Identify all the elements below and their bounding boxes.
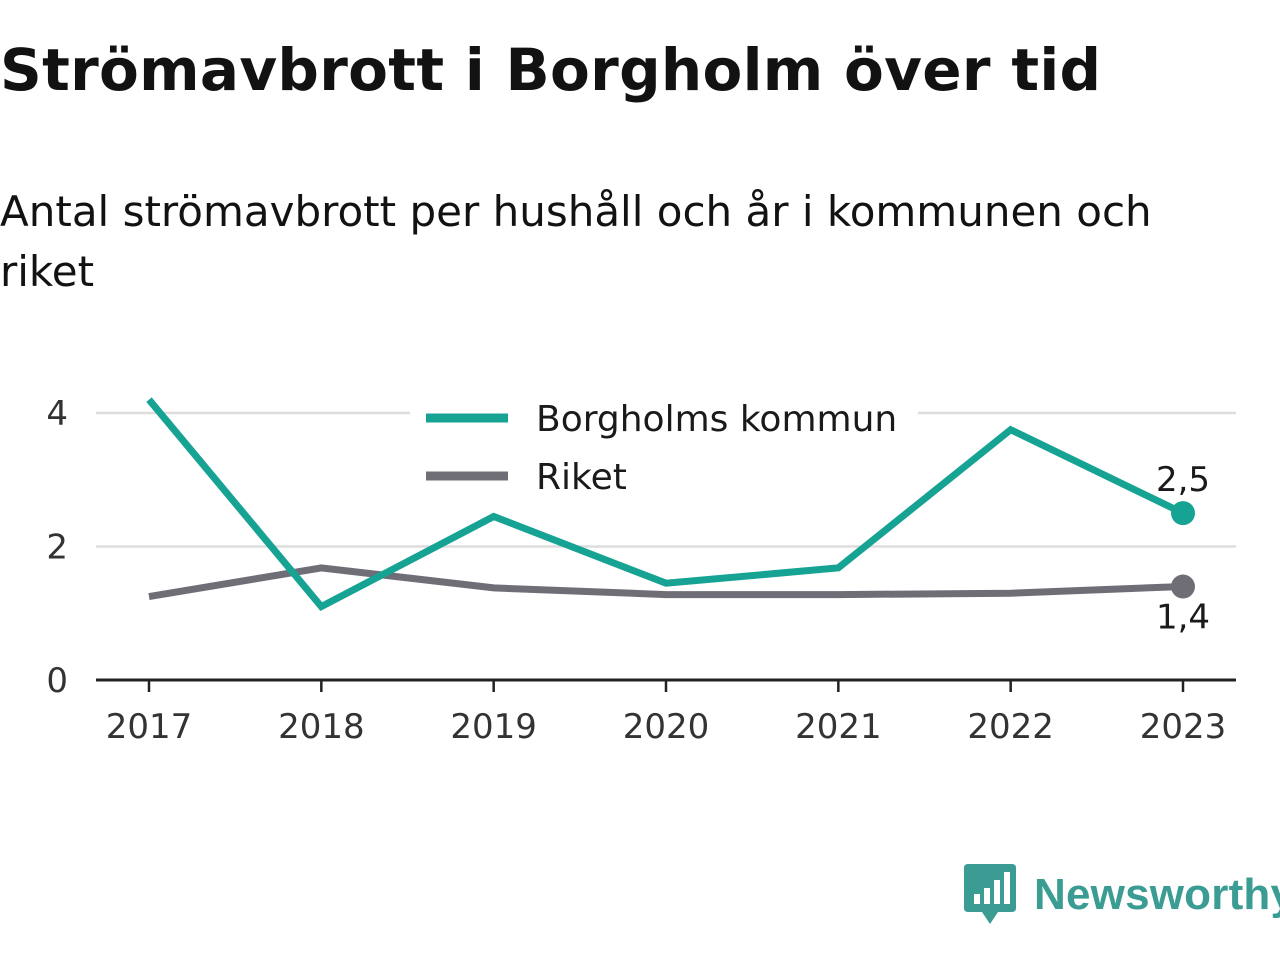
x-axis-tick-labels: 2017 2018 2019 2020 2021 2022 2023 [106, 707, 1227, 747]
newsworthy-logo: Newsworthy [964, 864, 1280, 926]
chart-subtitle: Antal strömavbrott per hushåll och år i … [0, 187, 1152, 296]
x-tick-label: 2020 [623, 707, 710, 747]
series-line [146, 397, 1185, 612]
series-end-point [1171, 501, 1195, 526]
x-tick-label: 2019 [450, 707, 537, 747]
x-tick-label: 2021 [795, 707, 882, 747]
bar-chart-speech-bubble-icon [964, 864, 1016, 924]
brand-name: Newsworthy [1034, 870, 1280, 919]
series-line [148, 564, 1184, 601]
end-value-label: 2,5 [1156, 460, 1210, 500]
x-tick-label: 2023 [1140, 707, 1227, 747]
y-axis-tick-labels: 0 2 4 [46, 394, 68, 701]
series-lines [146, 397, 1195, 612]
legend-label: Borgholms kommun [536, 399, 897, 440]
x-tick-label: 2022 [967, 707, 1054, 747]
x-tick-label: 2018 [278, 707, 365, 747]
x-axis [96, 678, 1236, 692]
legend-label: Riket [536, 457, 627, 498]
x-tick-label: 2017 [106, 707, 193, 747]
chart-title: Strömavbrott i Borgholm över tid [0, 36, 1102, 104]
y-tick-label: 0 [46, 661, 68, 701]
series-end-point [1171, 574, 1195, 599]
y-tick-label: 2 [46, 528, 68, 568]
y-tick-label: 4 [46, 394, 68, 434]
end-value-labels: 2,5 1,4 [1156, 460, 1210, 637]
legend-background [410, 390, 918, 514]
legend: Borgholms kommun Riket [410, 390, 918, 514]
end-value-label: 1,4 [1156, 598, 1210, 638]
